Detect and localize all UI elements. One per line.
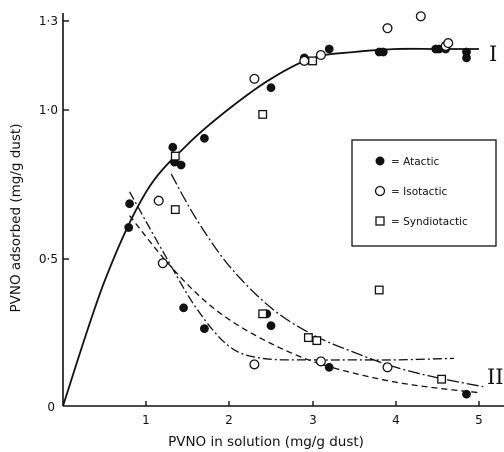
point-isotactic — [153, 195, 164, 206]
curve-II-dashed — [129, 215, 480, 394]
curve-II-dash-dot — [129, 191, 455, 361]
y-tick-0-5: 0·5 — [39, 252, 69, 266]
point-isotactic — [382, 362, 393, 373]
curve-II-long-dash-dot — [170, 173, 484, 388]
x-tick-5: 5 — [475, 401, 483, 427]
x-tick-3: 3 — [309, 401, 317, 427]
point-atactic — [462, 53, 471, 63]
x-tick-4: 4 — [392, 401, 400, 427]
legend-marker-isotactic — [374, 185, 386, 197]
point-atactic — [378, 47, 388, 57]
x-tick-label: 4 — [392, 413, 400, 427]
point-atactic — [324, 362, 334, 372]
legend-label-atactic: = Atactic — [391, 156, 439, 168]
point-syndiotactic — [374, 285, 384, 295]
point-syndiotactic — [170, 151, 180, 161]
legend-label-isotactic: = Isotactic — [391, 186, 447, 198]
point-syndiotactic — [258, 109, 268, 119]
point-atactic — [179, 303, 189, 313]
point-syndiotactic — [308, 56, 318, 66]
data-points — [124, 11, 471, 399]
x-tick-label: 1 — [142, 413, 150, 427]
point-isotactic — [249, 359, 260, 370]
legend-marker-syndiotactic — [375, 216, 385, 226]
point-atactic — [124, 223, 134, 232]
y-axis-title: PVNO adsorbed (mg/g dust) — [8, 124, 24, 313]
point-syndiotactic — [437, 374, 447, 384]
point-isotactic — [299, 55, 310, 66]
point-isotactic — [443, 38, 454, 49]
point-isotactic — [157, 258, 168, 269]
x-tick-1: 1 — [142, 401, 150, 427]
y-tick-label: 1·0 — [39, 103, 58, 117]
point-isotactic — [249, 73, 260, 84]
x-tick-label: 3 — [309, 413, 317, 427]
point-atactic — [200, 324, 209, 333]
x-tick-2: 2 — [225, 401, 233, 427]
legend: = Atactic = Isotactic = Syndiotactic — [351, 139, 497, 247]
point-isotactic — [315, 356, 326, 367]
point-syndiotactic — [303, 333, 313, 343]
y-tick-label: 0 — [47, 400, 55, 414]
point-atactic — [168, 142, 178, 152]
y-tick-1-0: 1·0 — [39, 103, 69, 117]
point-syndiotactic — [258, 309, 268, 319]
point-syndiotactic — [170, 205, 180, 215]
curve-label-II: II — [487, 365, 504, 389]
x-ticks: 1 2 3 4 5 — [142, 401, 483, 427]
point-syndiotactic — [312, 336, 322, 346]
legend-marker-atactic — [375, 156, 385, 166]
point-isotactic — [315, 49, 326, 61]
y-tick-label: 0·5 — [39, 252, 58, 266]
curve-I-solid — [62, 47, 479, 407]
y-tick-label: 1·3 — [39, 14, 58, 28]
point-atactic — [266, 321, 276, 331]
point-isotactic — [382, 23, 393, 34]
point-atactic — [324, 44, 334, 54]
point-atactic — [266, 83, 276, 93]
point-atactic — [176, 160, 186, 170]
legend-label-syndiotactic: = Syndiotactic — [391, 216, 468, 228]
point-atactic — [200, 133, 209, 143]
point-atactic — [462, 389, 471, 399]
axes — [62, 13, 504, 407]
point-atactic — [125, 199, 134, 209]
fitted-curves — [62, 47, 484, 407]
x-tick-label: 5 — [475, 413, 483, 427]
curve-label-I: I — [489, 42, 497, 66]
point-isotactic — [415, 11, 426, 22]
y-tick-1-3: 1·3 — [39, 14, 69, 28]
y-tick-0: 0 — [47, 400, 55, 414]
y-ticks: 0 0·5 1·0 1·3 — [39, 14, 69, 414]
x-axis-title: PVNO in solution (mg/g dust) — [168, 434, 364, 450]
x-tick-label: 2 — [225, 413, 233, 427]
